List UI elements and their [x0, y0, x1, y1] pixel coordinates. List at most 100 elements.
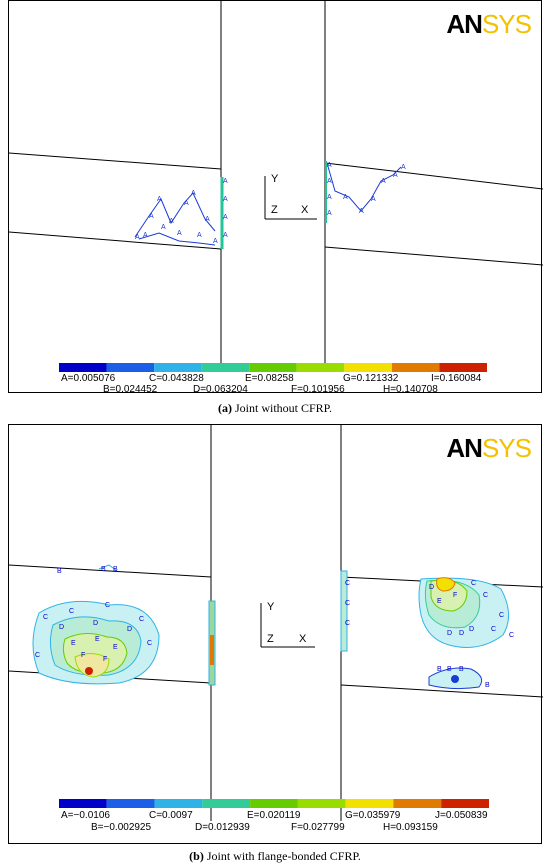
svg-text:A: A [343, 194, 348, 201]
legend-swatch-3 [202, 799, 251, 808]
right-contour-region [418, 577, 509, 690]
triad-x-label: X [301, 204, 309, 216]
svg-text:A: A [191, 190, 196, 197]
ansys-logo: ANSYS [446, 433, 532, 463]
legend-label-b: B=0.024452 [103, 384, 158, 395]
left-contour-region [32, 564, 160, 685]
svg-text:C: C [345, 620, 350, 627]
contour-line-right [326, 162, 402, 212]
svg-text:B: B [101, 566, 106, 573]
svg-text:B: B [57, 568, 62, 575]
svg-text:A: A [161, 224, 166, 231]
left-face-peak [210, 635, 214, 665]
right-beam-bottom-edge [340, 684, 543, 698]
legend-value-labels: A=−0.0106 C=0.0097 E=0.020119 G=0.035979… [9, 425, 543, 845]
svg-text:D: D [459, 630, 464, 637]
legend-swatch-8 [439, 363, 487, 372]
triad-y-label: Y [267, 601, 275, 613]
svg-text:C: C [139, 616, 144, 623]
svg-text:A: A [327, 162, 332, 169]
legend-swatch-2 [154, 799, 203, 808]
legend-swatch-6 [344, 363, 392, 372]
svg-text:C: C [345, 600, 350, 607]
legend-label-e: E=0.08258 [245, 373, 294, 384]
legend-swatch-7 [391, 363, 440, 372]
svg-text:A: A [169, 218, 174, 225]
triad-x-label: X [299, 633, 307, 645]
svg-text:F: F [453, 592, 457, 599]
legend-swatch-0 [59, 799, 107, 808]
svg-text:C: C [491, 626, 496, 633]
coordinate-triad [264, 176, 317, 220]
legend-label-g: G=0.035979 [345, 810, 401, 821]
right-beam-bottom-edge [324, 246, 543, 266]
legend-value-labels: A=0.005076 C=0.043828 E=0.08258 G=0.1213… [9, 1, 543, 395]
legend-swatch-4 [250, 799, 298, 808]
svg-text:A: A [401, 164, 406, 171]
svg-text:C: C [471, 580, 476, 587]
legend-label-c: C=0.043828 [149, 373, 204, 384]
svg-text:D: D [429, 584, 434, 591]
svg-text:C: C [345, 580, 350, 587]
legend-swatch-0 [59, 363, 107, 372]
legend-label-j: J=0.050839 [435, 810, 488, 821]
svg-text:A: A [327, 194, 332, 201]
svg-text:A: A [393, 172, 398, 179]
svg-text:E: E [437, 598, 442, 605]
svg-text:A: A [223, 178, 228, 185]
caption-a: (a) Joint without CFRP. [217, 401, 333, 415]
ansys-logo: ANSYS [446, 9, 532, 39]
legend-swatch-2 [154, 363, 202, 372]
legend-swatch-1 [106, 799, 155, 808]
svg-text:A: A [223, 232, 228, 239]
legend-swatch-4 [249, 363, 297, 372]
svg-text:A: A [135, 234, 140, 241]
svg-text:A: A [143, 232, 148, 239]
svg-text:A: A [197, 232, 202, 239]
legend-label-f: F=0.027799 [291, 822, 345, 833]
left-beam-top-edge [9, 564, 212, 578]
caption-b: (b) Joint with flange-bonded CFRP. [189, 849, 361, 863]
contour-line-left-base [138, 232, 216, 246]
svg-text:D: D [59, 624, 64, 631]
legend-label-f: F=0.101956 [291, 384, 345, 395]
legend-swatch-7 [393, 799, 442, 808]
triad-z-label: Z [267, 633, 274, 645]
svg-text:E: E [95, 636, 100, 643]
svg-text:E: E [71, 640, 76, 647]
svg-text:A: A [359, 208, 364, 215]
svg-text:D: D [469, 626, 474, 633]
svg-text:C: C [43, 614, 48, 621]
legend-label-d: D=0.012939 [195, 822, 250, 833]
right-face-contour-band [340, 570, 348, 652]
svg-text:C: C [35, 652, 40, 659]
svg-text:C: C [509, 632, 514, 639]
legend-swatch-5 [296, 363, 345, 372]
svg-text:B: B [447, 666, 452, 673]
contour-line-left [134, 192, 216, 238]
svg-text:B: B [459, 666, 464, 673]
legend-label-d: D=0.063204 [193, 384, 248, 395]
svg-text:A: A [177, 230, 182, 237]
legend-label-h: H=0.140708 [383, 384, 438, 395]
legend-swatch-3 [201, 363, 250, 372]
legend-color-bar [59, 799, 489, 808]
left-beam-bottom-edge [9, 231, 222, 250]
svg-text:D: D [447, 630, 452, 637]
legend-swatch-6 [345, 799, 394, 808]
legend-label-b: B=−0.002925 [91, 822, 152, 833]
svg-text:A: A [213, 238, 218, 245]
left-beam-top-edge [9, 152, 222, 170]
svg-text:F: F [103, 656, 107, 663]
legend-swatch-1 [106, 363, 155, 372]
legend-swatch-8 [441, 799, 489, 808]
legend-swatch-5 [297, 799, 346, 808]
svg-text:E: E [113, 644, 118, 651]
svg-text:A: A [327, 210, 332, 217]
legend-label-c: C=0.0097 [149, 810, 193, 821]
svg-text:C: C [483, 592, 488, 599]
legend-label-g: G=0.121332 [343, 373, 399, 384]
coordinate-triad [260, 603, 315, 648]
